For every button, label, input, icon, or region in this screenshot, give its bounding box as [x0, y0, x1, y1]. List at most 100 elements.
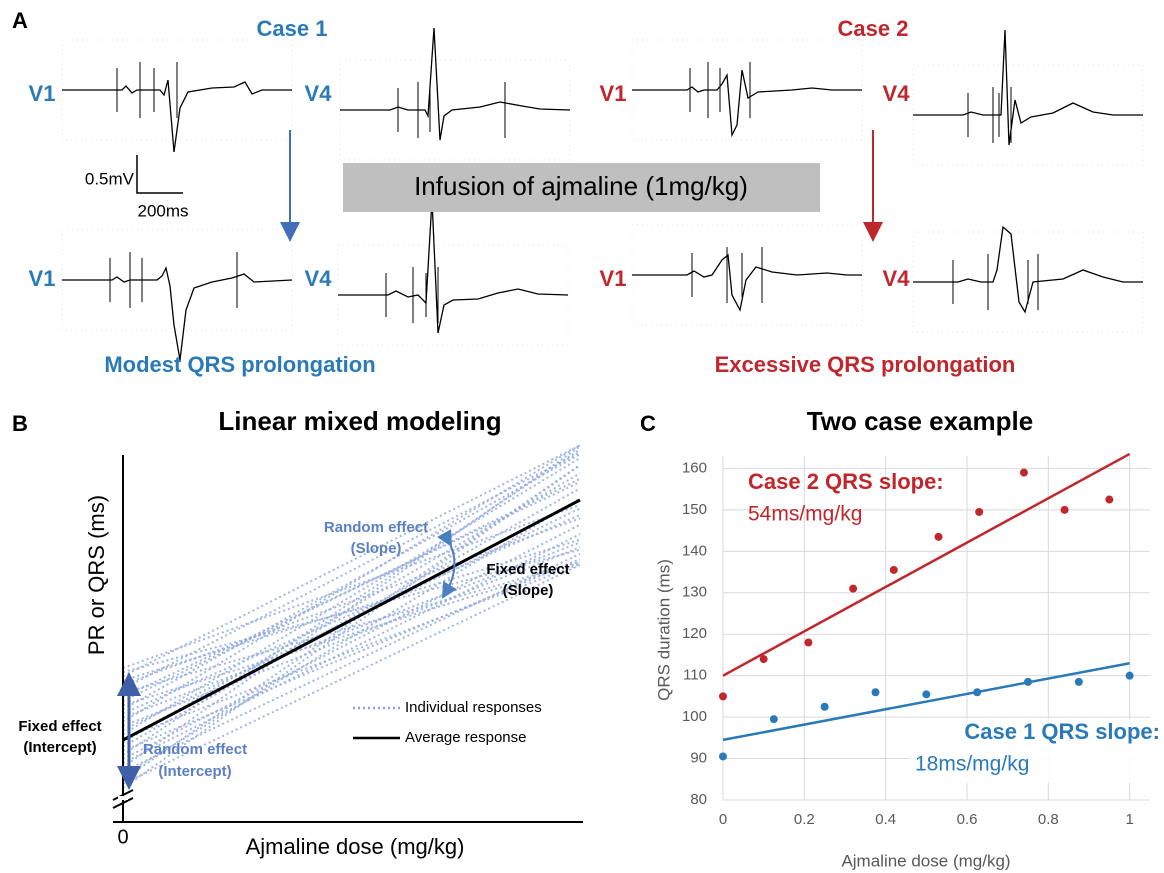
x-tick-label: 0.8 [1038, 811, 1059, 828]
x-tick-label: 0.6 [957, 811, 978, 828]
panel-c: 80 90 100 110 120 130 140 150 160 0 0.2 0.4 0.6 0.8 1 C… [682, 452, 1162, 828]
infusion-label: Infusion of ajmaline (1mg/kg) [414, 171, 748, 201]
individual-response [122, 546, 581, 727]
lead-label: V4 [883, 266, 911, 291]
individual-response [122, 517, 581, 686]
individual-response [122, 560, 581, 694]
individual-response [122, 541, 581, 719]
ecg-trace [632, 69, 862, 138]
annotation: Random effect [143, 741, 247, 758]
axis-break-gap [118, 796, 128, 800]
ecg-trace [632, 253, 862, 312]
data-point [922, 690, 931, 699]
data-point [769, 715, 778, 724]
individual-response [122, 497, 581, 777]
case-title: Case 2 [838, 16, 909, 41]
slope-arrow [437, 529, 457, 599]
individual-response [122, 464, 581, 789]
scale-label: 0.5mV [85, 169, 135, 188]
data-point [889, 565, 898, 574]
y-tick-label: 90 [690, 750, 707, 767]
y-tick-label: 110 [683, 667, 707, 684]
annotation: (Intercept) [23, 739, 96, 756]
individual-response [122, 504, 581, 669]
lead-label: V1 [600, 266, 627, 291]
annotation: (Intercept) [158, 763, 231, 780]
ecg-trace [913, 225, 1143, 314]
average-response [122, 498, 581, 742]
ecg-trace [338, 199, 569, 334]
ecg-trace [62, 266, 293, 361]
lead-label: V4 [305, 266, 333, 291]
data-point [975, 507, 984, 516]
individual-response [122, 451, 581, 690]
annotation-bg [910, 719, 1162, 783]
chart-title: Two case example [807, 406, 1033, 436]
y-tick-label: 100 [682, 708, 707, 725]
ecg-trace [62, 79, 292, 153]
y-tick-label: 160 [682, 459, 707, 476]
panel-label: A [12, 8, 28, 33]
data-point [1024, 677, 1032, 686]
data-point [1125, 671, 1134, 680]
data-point [719, 692, 727, 701]
data-point [934, 532, 943, 541]
legend-label: Individual responses [405, 699, 542, 716]
y-tick-label: 120 [682, 625, 707, 642]
data-point [871, 688, 880, 697]
data-point [1060, 505, 1069, 514]
annotation: (Slope) [351, 540, 402, 557]
data-point [759, 655, 768, 664]
scale-label: 200ms [137, 201, 188, 220]
panel-b [112, 444, 583, 823]
axis-origin: 0 [117, 826, 128, 848]
individual-response [122, 548, 581, 674]
individual-response [122, 552, 581, 773]
annotation: Fixed effect [18, 718, 101, 735]
individual-response [122, 472, 581, 744]
panel-label: B [12, 411, 28, 436]
result-label: Excessive QRS prolongation [715, 352, 1016, 377]
x-axis-label: Ajmaline dose (mg/kg) [841, 851, 1010, 870]
ecg-trace [913, 29, 1143, 146]
individual-response [122, 444, 581, 678]
individual-response [122, 563, 581, 740]
individual-response [122, 453, 581, 711]
individual-response [122, 514, 581, 715]
data-point [820, 702, 829, 711]
data-point [804, 638, 813, 647]
data-point [1105, 495, 1114, 504]
case-title: Case 1 [257, 16, 328, 41]
x-tick-label: 0.4 [875, 811, 896, 828]
data-point [1019, 468, 1028, 477]
data-point [719, 752, 727, 761]
individual-response [122, 444, 581, 723]
data-point [1074, 677, 1083, 686]
trend-line [722, 452, 1131, 677]
x-tick-label: 0.2 [794, 811, 815, 828]
annotation: 18ms/mg/kg [915, 753, 1029, 776]
lead-label: V1 [29, 266, 56, 291]
annotation: Case 2 QRS slope: [748, 469, 944, 494]
data-point [973, 688, 982, 697]
legend-label: Average response [405, 729, 526, 746]
y-tick-label: 150 [682, 501, 707, 518]
x-tick-label: 0 [719, 811, 727, 828]
x-tick-label: 1 [1125, 811, 1133, 828]
annotation: Case 1 QRS slope: [964, 719, 1160, 744]
infusion-box [343, 163, 820, 212]
lead-label: V4 [305, 81, 333, 106]
lead-label: V4 [883, 81, 911, 106]
individual-response [122, 457, 581, 736]
scale-bar [136, 155, 183, 194]
lead-label: V1 [29, 81, 56, 106]
annotation: (Slope) [503, 582, 554, 599]
y-axis-label: QRS duration (ms) [654, 559, 673, 701]
data-point [849, 584, 858, 593]
lead-label: V1 [600, 81, 627, 106]
trend-line [722, 662, 1130, 742]
individual-response [122, 523, 581, 760]
axis-break [112, 789, 134, 809]
y-tick-label: 80 [690, 791, 707, 808]
